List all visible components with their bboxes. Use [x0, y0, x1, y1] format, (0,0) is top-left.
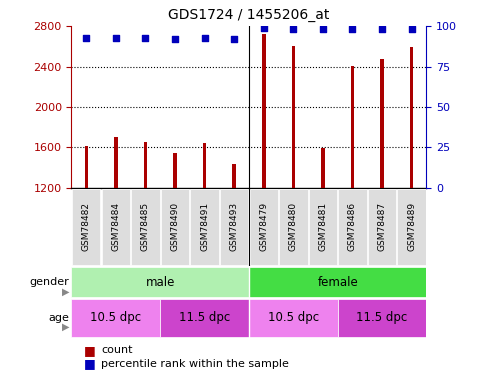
Point [112, 34, 120, 40]
Bar [173, 153, 177, 188]
Bar [232, 164, 236, 188]
Text: 11.5 dpc: 11.5 dpc [356, 311, 408, 324]
FancyBboxPatch shape [368, 189, 396, 265]
Text: ■: ■ [84, 357, 96, 370]
FancyBboxPatch shape [397, 189, 426, 265]
FancyBboxPatch shape [220, 189, 248, 265]
Text: GSM78489: GSM78489 [407, 202, 416, 251]
FancyBboxPatch shape [249, 189, 278, 265]
Bar [114, 137, 118, 188]
Text: GSM78480: GSM78480 [289, 202, 298, 251]
Point [260, 25, 268, 31]
FancyBboxPatch shape [161, 189, 189, 265]
Text: 10.5 dpc: 10.5 dpc [90, 311, 141, 324]
Point [171, 36, 179, 42]
FancyBboxPatch shape [338, 189, 367, 265]
FancyBboxPatch shape [72, 189, 101, 265]
Text: count: count [101, 345, 133, 355]
Text: age: age [48, 313, 69, 323]
Point [378, 27, 386, 33]
Point [349, 27, 356, 33]
Point [141, 34, 149, 40]
Point [408, 27, 416, 33]
Text: percentile rank within the sample: percentile rank within the sample [101, 359, 289, 369]
Text: GSM78491: GSM78491 [200, 202, 209, 251]
FancyBboxPatch shape [131, 189, 160, 265]
Text: ■: ■ [84, 344, 96, 357]
Bar [84, 146, 88, 188]
FancyBboxPatch shape [102, 189, 130, 265]
Text: male: male [145, 276, 175, 289]
FancyBboxPatch shape [160, 299, 249, 337]
Text: GSM78482: GSM78482 [82, 202, 91, 251]
FancyBboxPatch shape [309, 189, 337, 265]
Text: GSM78485: GSM78485 [141, 202, 150, 251]
Point [82, 34, 90, 40]
Text: GSM78479: GSM78479 [259, 202, 268, 251]
FancyBboxPatch shape [249, 267, 426, 297]
Bar [380, 58, 384, 188]
FancyBboxPatch shape [71, 267, 249, 297]
Text: GSM78481: GSM78481 [318, 202, 327, 251]
FancyBboxPatch shape [338, 299, 426, 337]
Text: ▶: ▶ [62, 286, 69, 297]
Title: GDS1724 / 1455206_at: GDS1724 / 1455206_at [168, 9, 330, 22]
FancyBboxPatch shape [279, 189, 308, 265]
FancyBboxPatch shape [249, 299, 338, 337]
Text: GSM78490: GSM78490 [171, 202, 179, 251]
Text: 10.5 dpc: 10.5 dpc [268, 311, 319, 324]
Bar [321, 148, 325, 188]
Text: GSM78484: GSM78484 [111, 202, 120, 251]
Point [319, 27, 327, 33]
Text: GSM78487: GSM78487 [378, 202, 387, 251]
Bar [291, 46, 295, 188]
Text: GSM78486: GSM78486 [348, 202, 357, 251]
Point [230, 36, 238, 42]
Bar [262, 34, 266, 188]
Text: GSM78493: GSM78493 [230, 202, 239, 251]
Bar [143, 142, 147, 188]
FancyBboxPatch shape [71, 299, 160, 337]
Bar [203, 143, 207, 188]
Point [289, 27, 297, 33]
Bar [410, 47, 414, 188]
Text: 11.5 dpc: 11.5 dpc [179, 311, 230, 324]
Text: ▶: ▶ [62, 322, 69, 332]
Bar [351, 66, 354, 188]
Text: gender: gender [29, 277, 69, 287]
Text: female: female [317, 276, 358, 289]
Point [201, 34, 209, 40]
FancyBboxPatch shape [190, 189, 219, 265]
